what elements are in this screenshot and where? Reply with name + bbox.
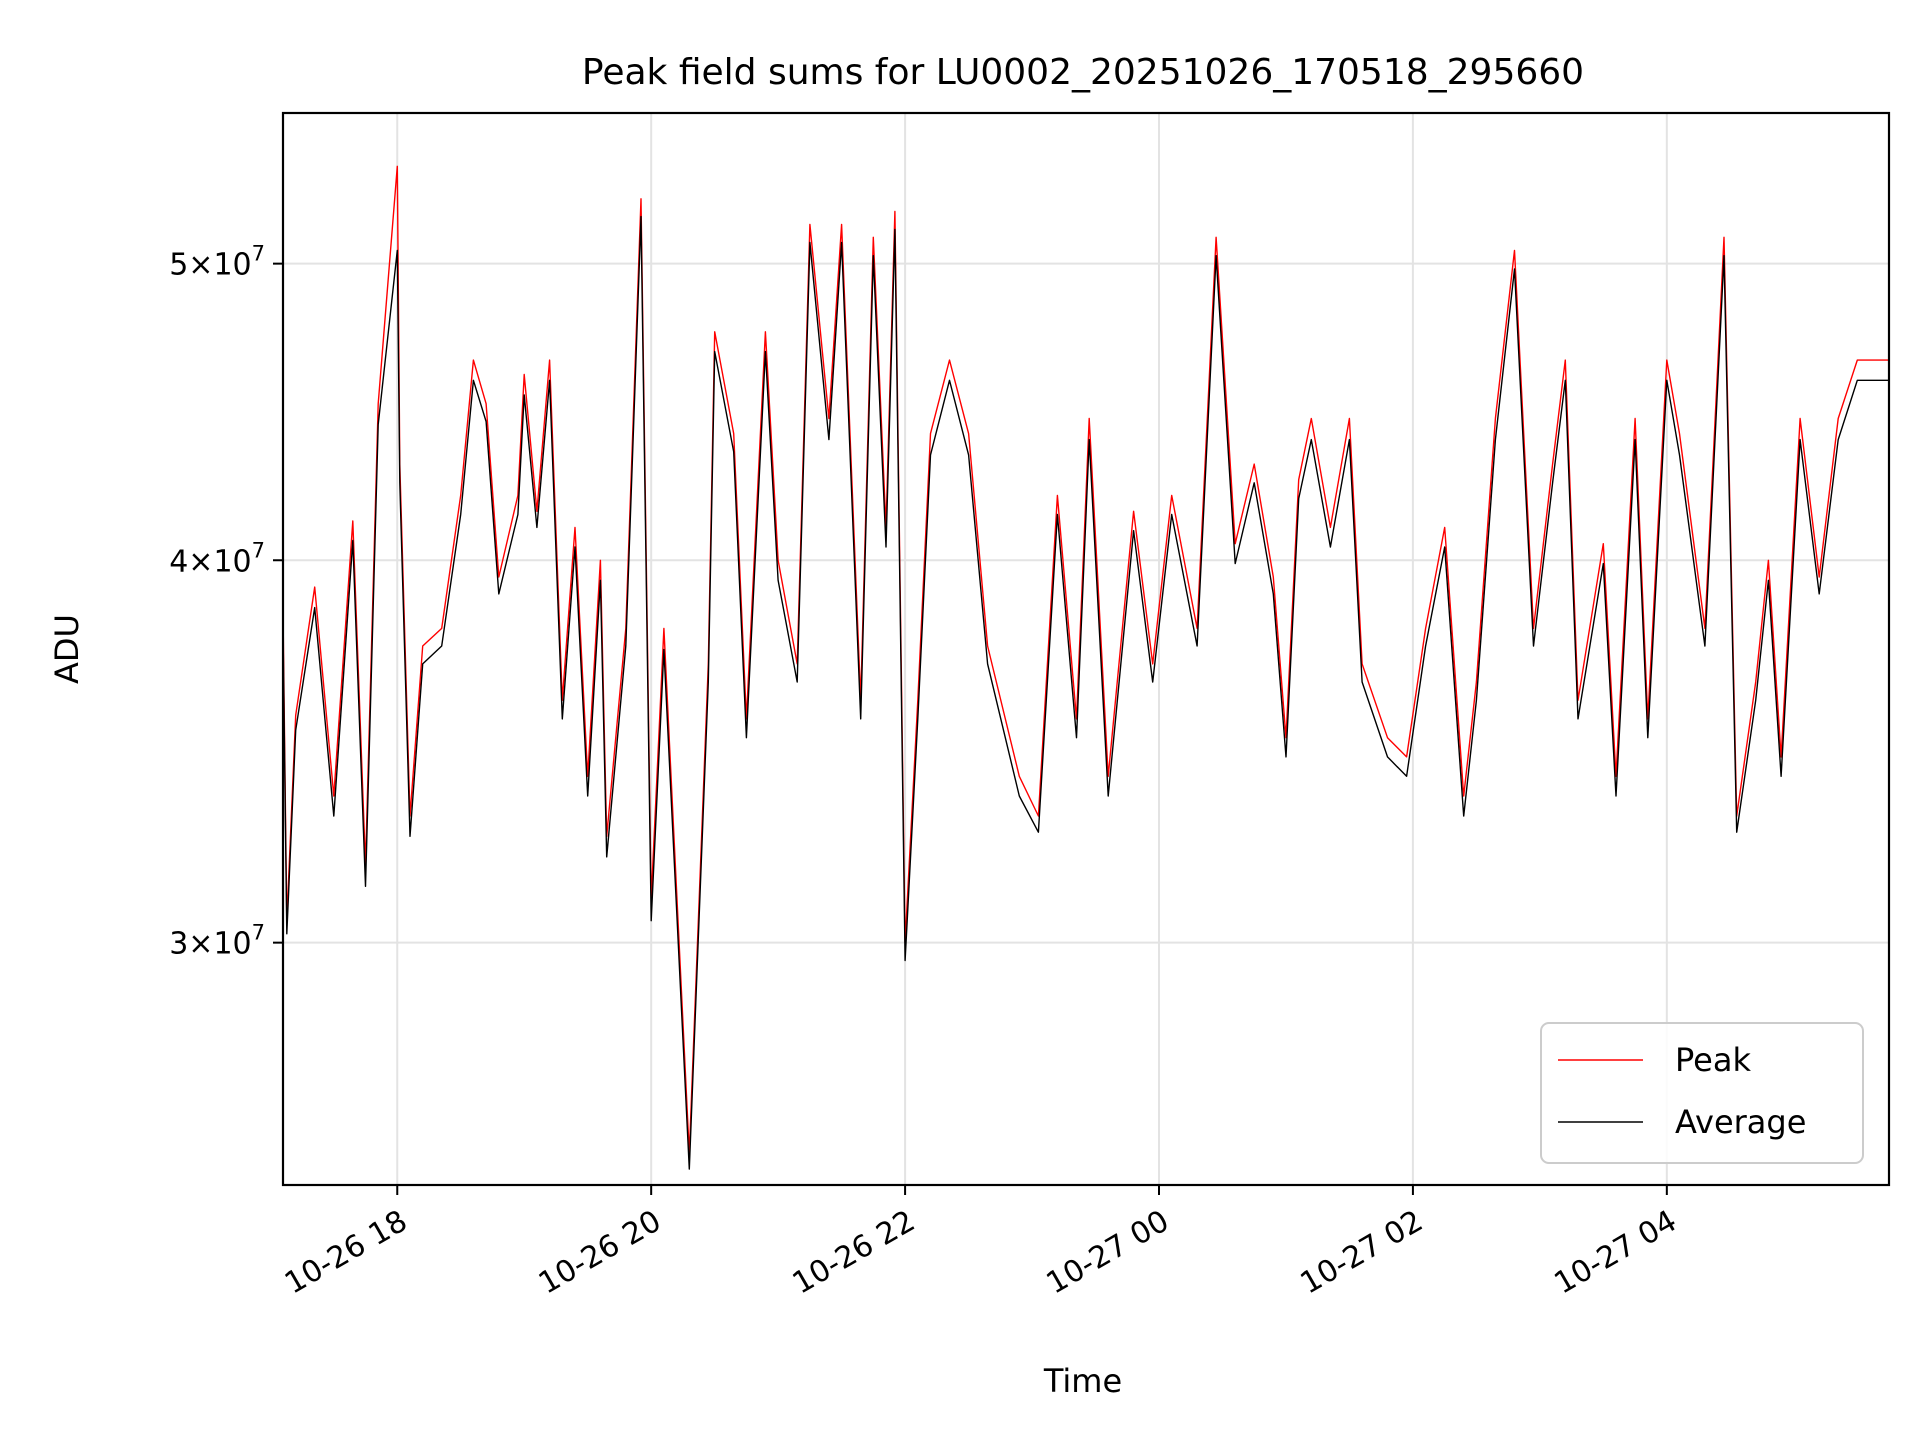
legend-label-average: Average [1675,1103,1806,1141]
grid [283,113,1889,1185]
y-tick-label: 3×107 [169,921,265,962]
series-line-peak [282,165,1889,1155]
series-line-average [282,215,1889,1170]
y-tick-label-exponent: 7 [252,538,265,562]
legend: Peak Average [1540,1022,1864,1164]
x-axis-label: Time [1043,1362,1122,1400]
series-group [282,165,1889,1170]
y-tick-label: 5×107 [169,242,265,283]
y-axis-label: ADU [48,614,86,684]
y-tick-label-base: 4×10 [169,544,251,579]
legend-label-peak: Peak [1675,1041,1751,1079]
chart-title: Peak field sums for LU0002_20251026_1705… [582,52,1584,93]
y-tick-label-exponent: 7 [252,242,265,266]
y-tick-label-exponent: 7 [252,921,265,945]
y-tick-label: 4×107 [169,538,265,579]
legend-box [1540,1022,1864,1164]
plot-frame [281,111,1891,1187]
y-tick-label-base: 5×10 [169,248,251,283]
y-tick-label-base: 3×10 [169,927,251,962]
